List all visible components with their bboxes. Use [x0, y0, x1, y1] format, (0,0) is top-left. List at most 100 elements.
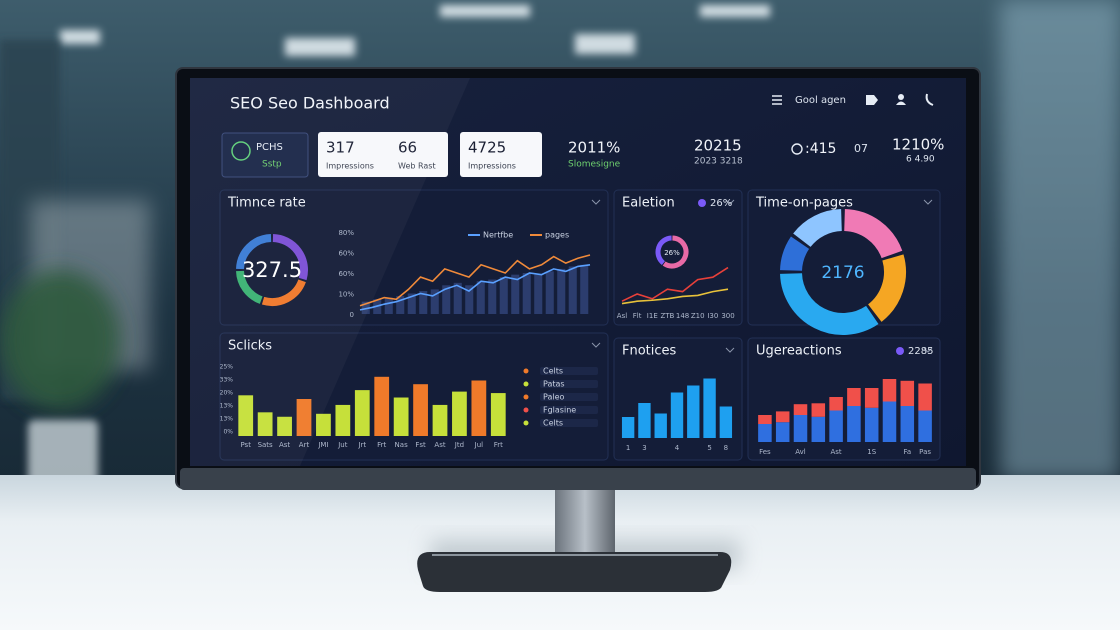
axis-label: 60%	[338, 250, 354, 258]
legend-track	[540, 380, 598, 388]
x-label: 1S	[867, 448, 876, 456]
x-label: 148	[676, 312, 689, 320]
panel-title: Time-on-pages	[755, 196, 853, 211]
legend-dot	[523, 420, 529, 426]
panel	[613, 189, 743, 326]
bar	[257, 412, 273, 436]
donut-label: 2176	[821, 263, 864, 283]
bar	[384, 297, 393, 314]
x-label: Pas	[919, 448, 931, 456]
legend-dot	[523, 368, 529, 374]
badge-dot	[896, 347, 904, 355]
bar	[465, 285, 474, 314]
kpi-icon	[231, 141, 251, 161]
x-label: Asl	[617, 312, 627, 320]
bar-segment	[918, 383, 932, 411]
donut-segment	[780, 236, 810, 272]
bar-segment	[758, 424, 772, 442]
donut-segment	[780, 272, 879, 335]
x-label: Frt	[377, 441, 386, 449]
x-label: Frt	[494, 441, 503, 449]
bar	[545, 271, 554, 314]
bar	[419, 291, 428, 314]
bar	[430, 289, 439, 314]
x-label: Ast	[831, 448, 842, 456]
kpi-card	[318, 132, 448, 177]
x-label: Pst	[240, 441, 251, 449]
x-label: Sats	[258, 441, 273, 449]
bar	[361, 301, 370, 314]
legend-label: Celts	[543, 367, 563, 376]
axis-label: 80%	[338, 229, 354, 237]
axis-label: 10%	[338, 291, 354, 299]
bar	[490, 393, 506, 436]
phone-icon[interactable]	[925, 93, 934, 106]
legend-label: Nertfbe	[483, 231, 513, 240]
bar	[277, 416, 292, 436]
kpi-label: Impressions	[468, 162, 516, 171]
bar	[580, 264, 589, 314]
glass-reflection	[190, 78, 470, 466]
bar	[354, 390, 370, 436]
legend-track	[540, 367, 598, 375]
kpi-value: 20215	[694, 137, 742, 155]
dashboard: SEO Seo Dashboard Gool agen PCHS Sstp 317 I…	[219, 93, 944, 461]
bar	[670, 392, 684, 438]
bar	[488, 279, 497, 314]
legend-label: Patas	[543, 380, 565, 389]
bar-segment	[918, 410, 932, 442]
gauge-label: 327.5	[242, 258, 302, 282]
bar	[396, 295, 405, 314]
tag-icon[interactable]	[866, 95, 878, 105]
bar	[499, 277, 508, 314]
bar-segment	[900, 406, 915, 442]
kpi-value: 66	[398, 139, 417, 157]
kpi-value: 317	[326, 139, 355, 157]
line	[621, 266, 729, 302]
axis-label: 13%	[220, 416, 234, 423]
axis-label: 0%	[223, 429, 233, 436]
x-label: 5	[707, 444, 711, 452]
legend-dot	[523, 407, 529, 413]
x-label: Jut	[337, 441, 348, 449]
bar	[654, 413, 667, 438]
panel-title: Fnotices	[622, 344, 677, 359]
legend-track	[540, 393, 598, 401]
bar	[442, 285, 451, 314]
bar	[407, 293, 416, 314]
x-label: Avl	[795, 448, 806, 456]
user-icon[interactable]	[896, 94, 906, 105]
search-label[interactable]: Gool agen	[795, 95, 846, 106]
donut-segment	[236, 270, 263, 304]
bar	[557, 268, 566, 314]
bar	[534, 274, 543, 314]
bar	[719, 406, 733, 438]
x-label: Z10	[691, 312, 705, 320]
bar-segment	[758, 415, 772, 424]
bar-segment	[847, 406, 861, 442]
donut-segment	[236, 234, 272, 270]
timer-icon	[791, 143, 803, 155]
bar	[238, 395, 254, 436]
x-label: ZTB	[660, 312, 674, 320]
x-label: 3	[642, 444, 646, 452]
x-label: Jtd	[454, 441, 464, 449]
kpi-card	[460, 132, 542, 177]
axis-label: 13%	[220, 403, 234, 410]
panel-title: Timnce rate	[227, 196, 306, 211]
menu-icon[interactable]	[772, 95, 782, 105]
bar-segment	[793, 415, 808, 442]
legend-label: Fglasine	[543, 406, 576, 415]
bar	[452, 391, 467, 436]
kpi-label: 07	[854, 142, 868, 155]
donut-label: 26%	[664, 249, 680, 257]
bar	[453, 282, 462, 314]
kpi-value: :415	[805, 141, 836, 157]
donut-segment	[655, 235, 672, 266]
kpi-label: 6 4.90	[906, 155, 935, 165]
kpi-label: Impressions	[326, 162, 374, 171]
x-label: I1E	[647, 312, 658, 320]
panel-menu	[923, 347, 933, 353]
